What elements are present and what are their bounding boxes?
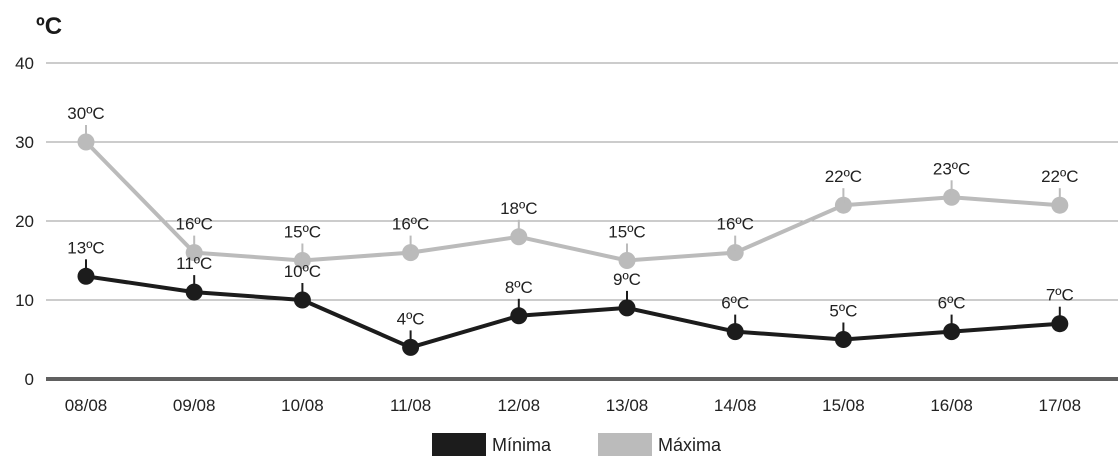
data-point [77,133,95,151]
y-tick-label: 40 [15,54,34,73]
x-tick-label: 12/08 [498,396,541,415]
gridlines [46,62,1118,301]
data-point [402,338,420,356]
data-point [943,323,961,341]
data-label: 22ºC [825,167,862,186]
data-label: 16ºC [175,215,212,234]
data-label: 8ºC [505,278,533,297]
y-axis-unit-label: ºC [36,13,62,40]
data-point [77,267,95,285]
data-label: 18ºC [500,199,537,218]
data-label: 22ºC [1041,167,1078,186]
data-label: 16ºC [716,215,753,234]
data-point [834,331,852,348]
x-tick-label: 17/08 [1039,396,1082,415]
y-tick-label: 20 [15,212,34,231]
y-tick-label: 0 [25,370,34,389]
data-point [618,252,636,269]
data-labels: 30ºC 16ºC 15ºC 16ºC 18ºC 15ºC 16ºC 22ºC 23ºC 22ºC… [67,104,1079,346]
data-point [943,188,961,206]
data-label: 10ºC [284,262,321,281]
data-point [1051,315,1069,333]
data-label: 6ºC [938,294,966,313]
x-tick-label: 11/08 [390,396,431,415]
data-point [1051,196,1069,214]
legend-swatch [598,433,652,456]
legend-swatch [432,433,486,456]
data-point [834,196,852,214]
series-line-maxima [84,140,1060,263]
x-tick-label: 09/08 [173,396,216,415]
x-tick-label: 15/08 [822,396,865,415]
data-label: 30ºC [67,104,104,123]
data-point [293,291,311,309]
legend: Mínima Máxima [432,433,722,456]
data-point [726,244,744,262]
x-tick-label: 13/08 [606,396,649,415]
legend-label: Mínima [492,435,552,455]
x-tick-label: 14/08 [714,396,757,415]
data-point [185,283,203,301]
data-point [510,307,528,325]
legend-label: Máxima [658,435,722,455]
x-tick-label: 16/08 [930,396,973,415]
data-label: 13ºC [67,238,104,257]
x-tick-label: 08/08 [65,396,108,415]
data-point [618,299,636,317]
data-label: 7ºC [1046,286,1074,305]
data-point [293,252,311,269]
data-point [402,244,420,262]
series [77,133,1069,356]
data-label: 16ºC [392,215,429,234]
data-label: 9ºC [613,270,641,289]
data-point [510,228,528,246]
data-label: 11ºC [176,254,212,273]
y-tick-label: 10 [15,291,34,310]
x-tick-label: 10/08 [281,396,324,415]
data-point [726,323,744,341]
data-label: 23ºC [933,159,970,178]
data-point [185,244,203,262]
data-label: 15ºC [284,223,321,242]
y-tick-label: 30 [15,133,34,152]
data-label: 15ºC [608,223,645,242]
series-line-minima [85,274,1060,350]
axes: 0 10 20 30 40 08/08 09/08 10/08 11/08 12/08 13/08 1… [15,54,1118,415]
data-label: 6ºC [721,294,749,313]
data-label: 5ºC [829,302,857,321]
data-label: 4ºC [397,309,425,328]
